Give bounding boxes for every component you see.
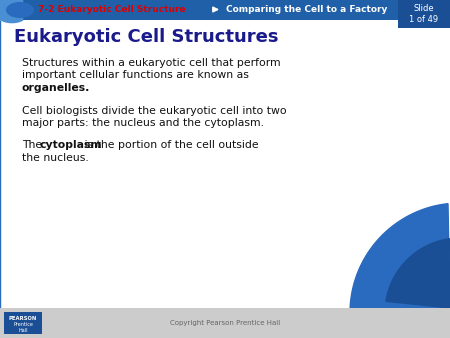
FancyBboxPatch shape — [4, 312, 42, 334]
FancyBboxPatch shape — [0, 0, 450, 20]
FancyBboxPatch shape — [398, 0, 450, 28]
Text: Structures within a eukaryotic cell that perform: Structures within a eukaryotic cell that… — [22, 58, 281, 68]
Text: Prentice: Prentice — [13, 322, 33, 327]
Text: Copyright Pearson Prentice Hall: Copyright Pearson Prentice Hall — [170, 320, 280, 326]
Text: Hall: Hall — [18, 328, 28, 333]
Text: The: The — [22, 141, 45, 150]
Text: Cell biologists divide the eukaryotic cell into two: Cell biologists divide the eukaryotic ce… — [22, 105, 287, 116]
Text: is the portion of the cell outside: is the portion of the cell outside — [81, 141, 259, 150]
Polygon shape — [386, 239, 450, 308]
Text: Comparing the Cell to a Factory: Comparing the Cell to a Factory — [226, 5, 387, 15]
Polygon shape — [350, 204, 450, 330]
Polygon shape — [0, 0, 22, 23]
FancyBboxPatch shape — [0, 20, 450, 308]
Text: 7-2 Eukaryotic Cell Structure: 7-2 Eukaryotic Cell Structure — [38, 5, 185, 15]
Text: cytoplasm: cytoplasm — [39, 141, 102, 150]
Text: PEARSON: PEARSON — [9, 316, 37, 321]
Text: Slide
1 of 49: Slide 1 of 49 — [410, 4, 439, 24]
Text: important cellular functions are known as: important cellular functions are known a… — [22, 71, 249, 80]
Text: major parts: the nucleus and the cytoplasm.: major parts: the nucleus and the cytopla… — [22, 118, 264, 128]
FancyBboxPatch shape — [0, 308, 450, 338]
Text: Eukaryotic Cell Structures: Eukaryotic Cell Structures — [14, 28, 279, 46]
Ellipse shape — [6, 2, 34, 18]
Text: organelles.: organelles. — [22, 83, 90, 93]
Text: the nucleus.: the nucleus. — [22, 153, 89, 163]
